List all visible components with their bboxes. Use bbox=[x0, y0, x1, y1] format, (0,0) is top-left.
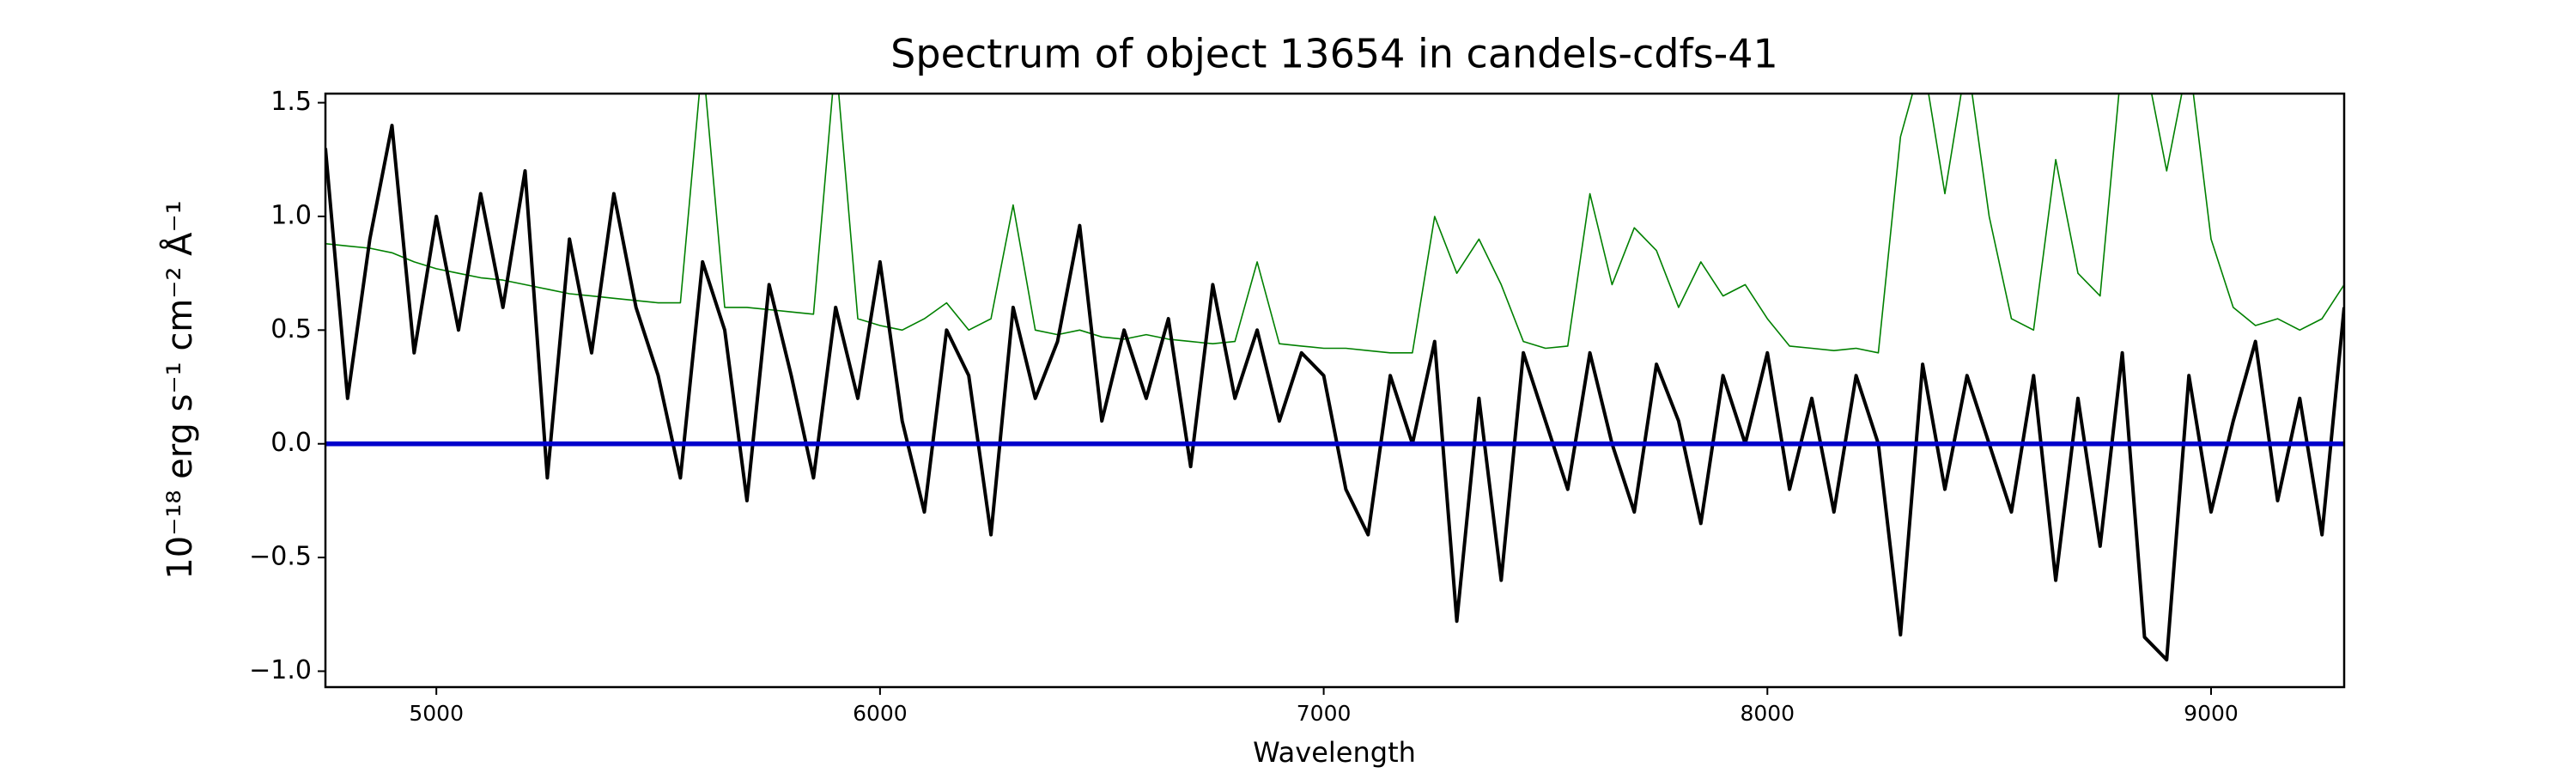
spectrum-line bbox=[325, 94, 2344, 354]
x-tick-label: 7000 bbox=[1297, 701, 1352, 726]
y-tick-label: 0.0 bbox=[270, 428, 312, 458]
y-axis-label: 10⁻¹⁸ erg s⁻¹ cm⁻² Å⁻¹ bbox=[159, 200, 200, 579]
x-tick-label: 5000 bbox=[409, 701, 464, 726]
plot-area bbox=[325, 94, 2344, 662]
x-tick-label: 8000 bbox=[1740, 701, 1795, 726]
chart-title: Spectrum of object 13654 in candels-cdfs… bbox=[890, 31, 1778, 77]
axes-frame bbox=[324, 92, 2346, 689]
x-tick-label: 6000 bbox=[853, 701, 908, 726]
x-axis-label: Wavelength bbox=[1253, 736, 1416, 769]
y-tick-label: 1.0 bbox=[270, 200, 312, 230]
spectrum-line bbox=[325, 124, 2344, 662]
y-tick-label: −1.0 bbox=[249, 655, 312, 685]
x-tick-label: 9000 bbox=[2184, 701, 2239, 726]
y-tick-label: 0.5 bbox=[270, 314, 312, 344]
y-tick-label: −0.5 bbox=[249, 542, 312, 572]
y-tick-label: 1.5 bbox=[270, 87, 312, 117]
